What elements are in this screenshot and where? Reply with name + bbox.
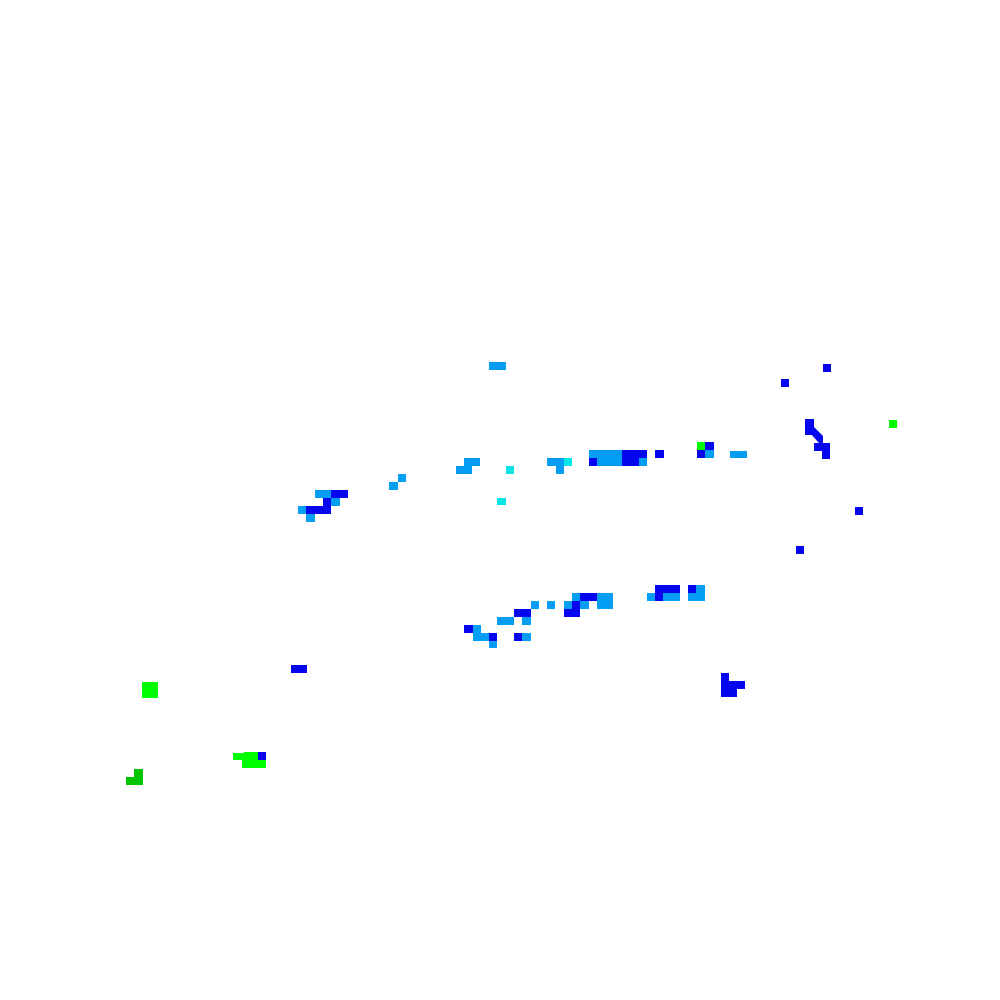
raster-cell-green [142, 682, 158, 698]
raster-cell-light-blue [497, 617, 514, 625]
raster-cell-light-blue [639, 458, 647, 466]
raster-cell-dark-blue [306, 506, 331, 514]
raster-cell-green [244, 752, 258, 760]
raster-cell-light-blue [522, 617, 531, 625]
raster-cell-dark-blue [589, 458, 597, 466]
raster-cell-light-blue [589, 450, 622, 458]
raster-cell-light-blue [389, 482, 398, 490]
raster-cell-light-blue [597, 593, 613, 609]
raster-cell-dark-blue [697, 450, 705, 458]
raster-cell-green [242, 760, 266, 768]
raster-cell-dark-blue [580, 593, 597, 601]
raster-cell-dark-blue [781, 379, 789, 387]
raster-cell-light-blue [531, 601, 539, 609]
raster-cell-dark-blue [464, 625, 473, 633]
raster-cell-dark-blue [572, 601, 580, 609]
raster-cell-dark-blue [814, 443, 830, 451]
raster-cell-light-blue [522, 633, 531, 641]
raster-cell-cyan [506, 466, 514, 474]
raster-cell-light-blue [306, 514, 315, 522]
raster-cell-light-blue [398, 474, 406, 482]
raster-cell-dark-blue [705, 442, 714, 450]
raster-cell-dark-blue [258, 752, 266, 760]
raster-cell-dark-blue [564, 609, 580, 617]
raster-cell-green [889, 420, 897, 428]
raster-cell-light-blue [564, 601, 572, 609]
raster-cell-light-blue [298, 506, 306, 514]
raster-cell-green [233, 753, 244, 760]
raster-cell-dark-blue [796, 546, 804, 554]
raster-cell-dark-blue [823, 364, 831, 372]
raster-cell-light-blue [556, 466, 564, 474]
raster-cell-light-blue [705, 450, 714, 458]
raster-cell-light-blue [572, 593, 580, 601]
raster-cell-dark-blue [655, 585, 680, 593]
raster-cell-cyan [564, 458, 572, 466]
raster-cell-dark-blue [688, 585, 696, 593]
raster-cell-dark-green [134, 769, 143, 777]
raster-streak-dark-blue [810, 427, 823, 443]
raster-cell-dark-blue [514, 633, 522, 641]
raster-cell-light-blue [331, 498, 340, 506]
raster-cell-light-blue [696, 585, 705, 593]
raster-cell-light-blue [730, 451, 747, 458]
raster-cell-light-blue [473, 625, 481, 633]
raster-cell-dark-green [126, 777, 143, 785]
raster-cell-light-blue [315, 490, 331, 498]
raster-cell-dark-blue [489, 633, 497, 641]
raster-cell-dark-blue [622, 450, 647, 458]
raster-cell-cyan [497, 498, 506, 505]
raster-cell-dark-blue [514, 609, 531, 617]
raster-cell-light-blue [663, 593, 680, 601]
raster-cell-light-blue [688, 593, 705, 601]
raster-cell-dark-blue [729, 689, 737, 697]
raster-cell-light-blue [489, 362, 506, 370]
raster-cell-dark-blue [855, 507, 863, 515]
raster-cell-light-blue [489, 641, 497, 648]
raster-cell-dark-blue [805, 419, 814, 435]
raster-cell-light-blue [547, 458, 564, 466]
raster-cell-dark-blue [331, 490, 348, 498]
raster-cell-dark-blue [729, 681, 745, 689]
raster-cell-light-blue [597, 458, 622, 466]
raster-cell-green [697, 442, 705, 450]
raster-cell-light-blue [456, 466, 472, 474]
raster-cell-light-blue [547, 601, 555, 609]
raster-cell-light-blue [473, 633, 489, 641]
raster-cell-dark-blue [721, 673, 729, 697]
raster-cell-light-blue [647, 593, 655, 601]
raster-cell-dark-blue [655, 593, 663, 601]
raster-cells [126, 362, 897, 785]
raster-cell-dark-blue [822, 451, 830, 459]
raster-cell-dark-blue [323, 498, 331, 506]
raster-cell-light-blue [580, 601, 589, 609]
raster-cell-dark-blue [655, 450, 664, 458]
raster-cell-dark-blue [622, 458, 639, 466]
raster-cell-light-blue [464, 458, 480, 466]
raster-cell-dark-blue [291, 665, 307, 673]
